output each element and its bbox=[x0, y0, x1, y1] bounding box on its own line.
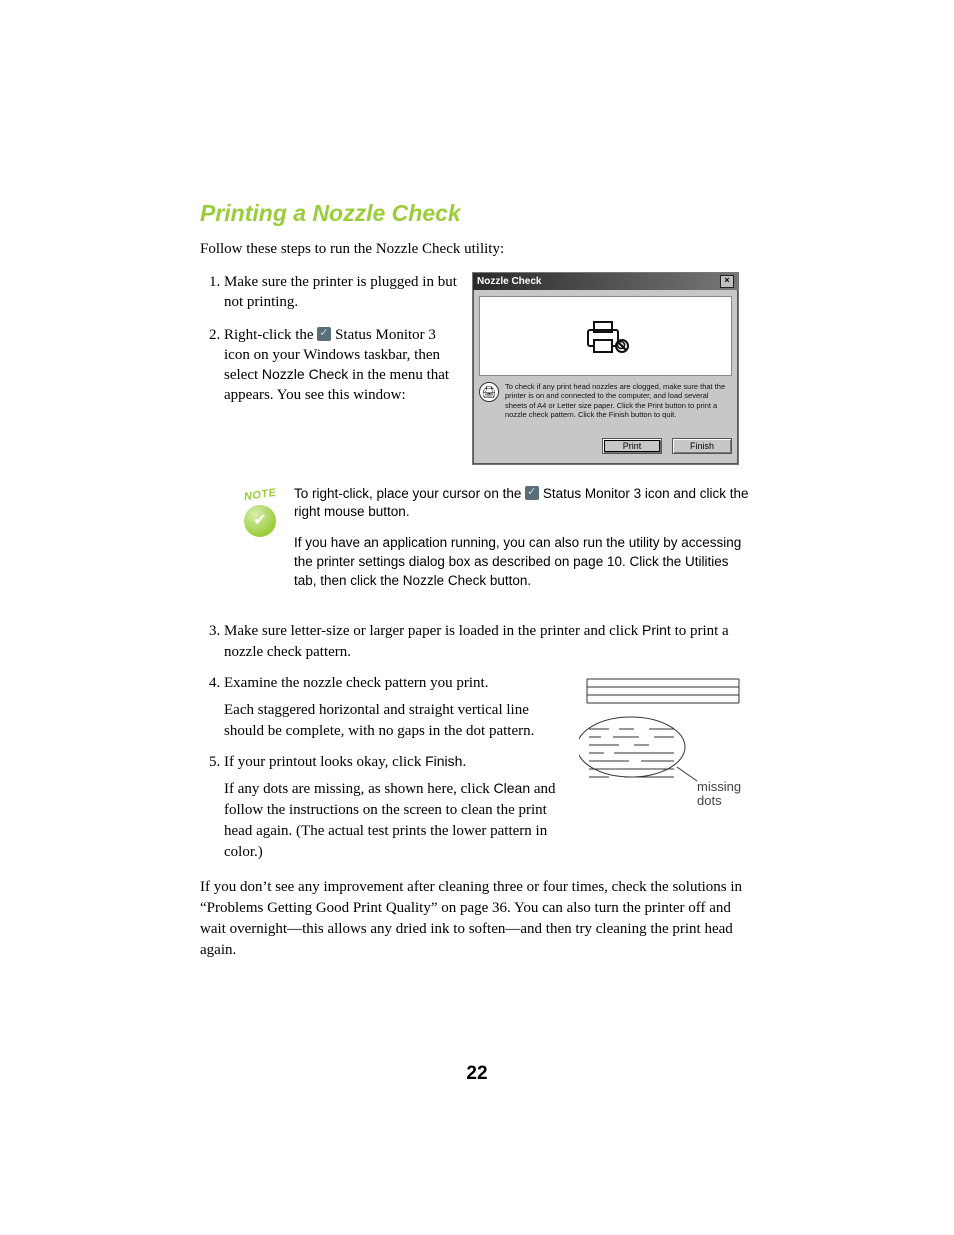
printer-icon bbox=[582, 316, 630, 356]
finish-label: Finish bbox=[425, 753, 462, 769]
dialog-body: 🖨 To check if any print head nozzles are… bbox=[473, 290, 738, 464]
dialog-figure: Nozzle Check × bbox=[472, 272, 754, 465]
step-4-5-row: Examine the nozzle check pattern you pri… bbox=[200, 673, 754, 873]
dialog-illustration bbox=[479, 296, 732, 376]
close-icon[interactable]: × bbox=[720, 275, 734, 288]
step-1: Make sure the printer is plugged in but … bbox=[224, 272, 460, 313]
clean-label: Clean bbox=[494, 780, 531, 796]
step-5: If your printout looks okay, click Finis… bbox=[224, 752, 559, 863]
step-2-text-a: Right-click the bbox=[224, 327, 317, 343]
step-1-text: Make sure the printer is plugged in but … bbox=[224, 274, 457, 310]
print-label: Print bbox=[642, 622, 671, 638]
step-5-a: If your printout looks okay, click bbox=[224, 754, 425, 770]
dialog-button-row: Print Finish bbox=[479, 438, 732, 458]
step-4-text: Examine the nozzle check pattern you pri… bbox=[224, 675, 488, 691]
steps-column: Make sure the printer is plugged in but … bbox=[200, 272, 460, 465]
note-paragraph-1: To right-click, place your cursor on the… bbox=[294, 485, 754, 523]
note-label: NOTE bbox=[243, 485, 277, 505]
print-button[interactable]: Print bbox=[602, 438, 662, 454]
note-badge: NOTE ✔ bbox=[240, 485, 280, 603]
step-2: Right-click the Status Monitor 3 icon on… bbox=[224, 325, 460, 406]
printer-small-icon: 🖨 bbox=[479, 382, 499, 402]
step-4: Examine the nozzle check pattern you pri… bbox=[224, 673, 559, 742]
dialog-titlebar: Nozzle Check × bbox=[473, 273, 738, 290]
dialog-message-row: 🖨 To check if any print head nozzles are… bbox=[479, 382, 732, 420]
note-body: To right-click, place your cursor on the… bbox=[294, 485, 754, 603]
note-p1-a: To right-click, place your cursor on the bbox=[294, 486, 525, 501]
status-monitor-icon bbox=[317, 327, 331, 341]
section-heading: Printing a Nozzle Check bbox=[200, 200, 754, 227]
menu-item-nozzle-check: Nozzle Check bbox=[262, 366, 348, 382]
note-paragraph-2: If you have an application running, you … bbox=[294, 534, 754, 591]
missing-dots-label: missing bbox=[697, 779, 741, 794]
step-and-dialog-row: Make sure the printer is plugged in but … bbox=[200, 272, 754, 465]
intro-text: Follow these steps to run the Nozzle Che… bbox=[200, 241, 754, 258]
steps-continued: Make sure letter-size or larger paper is… bbox=[200, 621, 754, 961]
step-5-sub-a: If any dots are missing, as shown here, … bbox=[224, 781, 494, 797]
page-number: 22 bbox=[0, 1063, 954, 1085]
nozzle-pattern-diagram: missing dots bbox=[579, 673, 754, 873]
step-4-sub: Each staggered horizontal and straight v… bbox=[224, 700, 559, 742]
finish-button[interactable]: Finish bbox=[672, 438, 732, 454]
status-monitor-icon bbox=[525, 486, 539, 500]
dialog-message: To check if any print head nozzles are c… bbox=[505, 382, 732, 420]
step-5-b: . bbox=[462, 754, 466, 770]
step-3: Make sure letter-size or larger paper is… bbox=[224, 621, 754, 663]
note-block: NOTE ✔ To right-click, place your cursor… bbox=[240, 485, 754, 603]
document-page: Printing a Nozzle Check Follow these ste… bbox=[0, 0, 954, 1235]
nozzle-check-dialog: Nozzle Check × bbox=[472, 272, 739, 465]
svg-text:dots: dots bbox=[697, 793, 722, 808]
note-icon: ✔ bbox=[244, 505, 276, 537]
step-3-a: Make sure letter-size or larger paper is… bbox=[224, 623, 642, 639]
step-5-sub: If any dots are missing, as shown here, … bbox=[224, 779, 559, 863]
closing-paragraph: If you don’t see any improvement after c… bbox=[200, 877, 754, 961]
dialog-title: Nozzle Check bbox=[477, 276, 541, 287]
